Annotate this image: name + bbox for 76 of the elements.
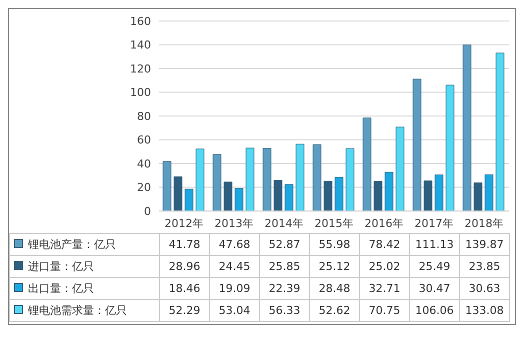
bar <box>346 148 354 211</box>
bar <box>424 180 432 211</box>
y-tick-label: 60 <box>137 134 151 147</box>
bar <box>174 176 182 211</box>
data-label: 22.39 <box>260 278 310 300</box>
data-label: 25.12 <box>310 256 360 278</box>
data-label: 111.13 <box>410 234 460 256</box>
bar <box>412 78 422 211</box>
y-tick-label: 160 <box>130 14 151 28</box>
bar <box>212 154 222 211</box>
bar <box>334 176 344 211</box>
x-tick-label: 2013年 <box>214 216 254 230</box>
data-label: 53.04 <box>210 300 260 322</box>
y-tick-label: 20 <box>137 181 151 194</box>
data-label: 56.33 <box>260 300 310 322</box>
x-tick-label: 2015年 <box>314 216 354 230</box>
data-label: 41.78 <box>160 234 210 256</box>
data-label: 55.98 <box>310 234 360 256</box>
data-label: 25.49 <box>410 256 460 278</box>
data-label: 139.87 <box>460 234 510 256</box>
data-label: 28.96 <box>160 256 210 278</box>
x-tick-label: 2014年 <box>264 216 304 230</box>
y-tick-label: 120 <box>130 62 151 76</box>
y-tick-label: 100 <box>130 86 151 100</box>
data-label: 52.29 <box>160 300 210 322</box>
y-tick-label: 80 <box>137 110 151 123</box>
bar <box>246 148 254 211</box>
bar <box>384 172 394 211</box>
data-label: 18.46 <box>160 278 210 300</box>
data-label: 47.68 <box>210 234 260 256</box>
y-tick-label: 0 <box>144 204 151 218</box>
bar <box>474 182 482 211</box>
x-tick-label: 2018年 <box>464 216 504 230</box>
data-label: 30.47 <box>410 278 460 300</box>
data-label: 25.02 <box>360 256 410 278</box>
bar <box>362 118 372 211</box>
data-label: 19.09 <box>210 278 260 300</box>
bar <box>274 180 282 211</box>
legend-label: 锂电池产量：亿只 <box>10 234 160 256</box>
x-tick-label: 2017年 <box>414 216 454 230</box>
data-label: 52.62 <box>310 300 360 322</box>
bar <box>196 148 204 211</box>
data-label: 52.87 <box>260 234 310 256</box>
data-label: 106.06 <box>410 300 460 322</box>
bar <box>184 188 194 211</box>
data-label: 133.08 <box>460 300 510 322</box>
bar <box>434 174 444 211</box>
bar <box>462 44 472 211</box>
data-label: 70.75 <box>360 300 410 322</box>
x-tick-label: 2016年 <box>364 216 404 230</box>
legend-label: 出口量：亿只 <box>10 278 160 300</box>
bar <box>484 174 494 211</box>
bar <box>374 181 382 211</box>
bar <box>396 126 404 211</box>
bar <box>262 148 272 211</box>
bar <box>284 184 294 211</box>
bar <box>324 180 332 211</box>
data-label: 30.63 <box>460 278 510 300</box>
y-tick-label: 140 <box>130 38 151 52</box>
data-label: 28.48 <box>310 278 360 300</box>
data-label: 24.45 <box>210 256 260 278</box>
data-label: 78.42 <box>360 234 410 256</box>
bar <box>234 188 244 211</box>
x-tick-label: 2012年 <box>164 216 204 230</box>
bar <box>496 52 504 211</box>
legend-label: 锂电池需求量：亿只 <box>10 300 160 322</box>
y-tick-label: 40 <box>137 157 151 170</box>
bar <box>446 84 454 211</box>
bar <box>296 144 304 211</box>
data-label: 25.85 <box>260 256 310 278</box>
bar <box>162 161 172 211</box>
legend-label: 进口量：亿只 <box>10 256 160 278</box>
bar <box>224 182 232 211</box>
data-label: 23.85 <box>460 256 510 278</box>
bar <box>312 144 322 211</box>
data-label: 32.71 <box>360 278 410 300</box>
